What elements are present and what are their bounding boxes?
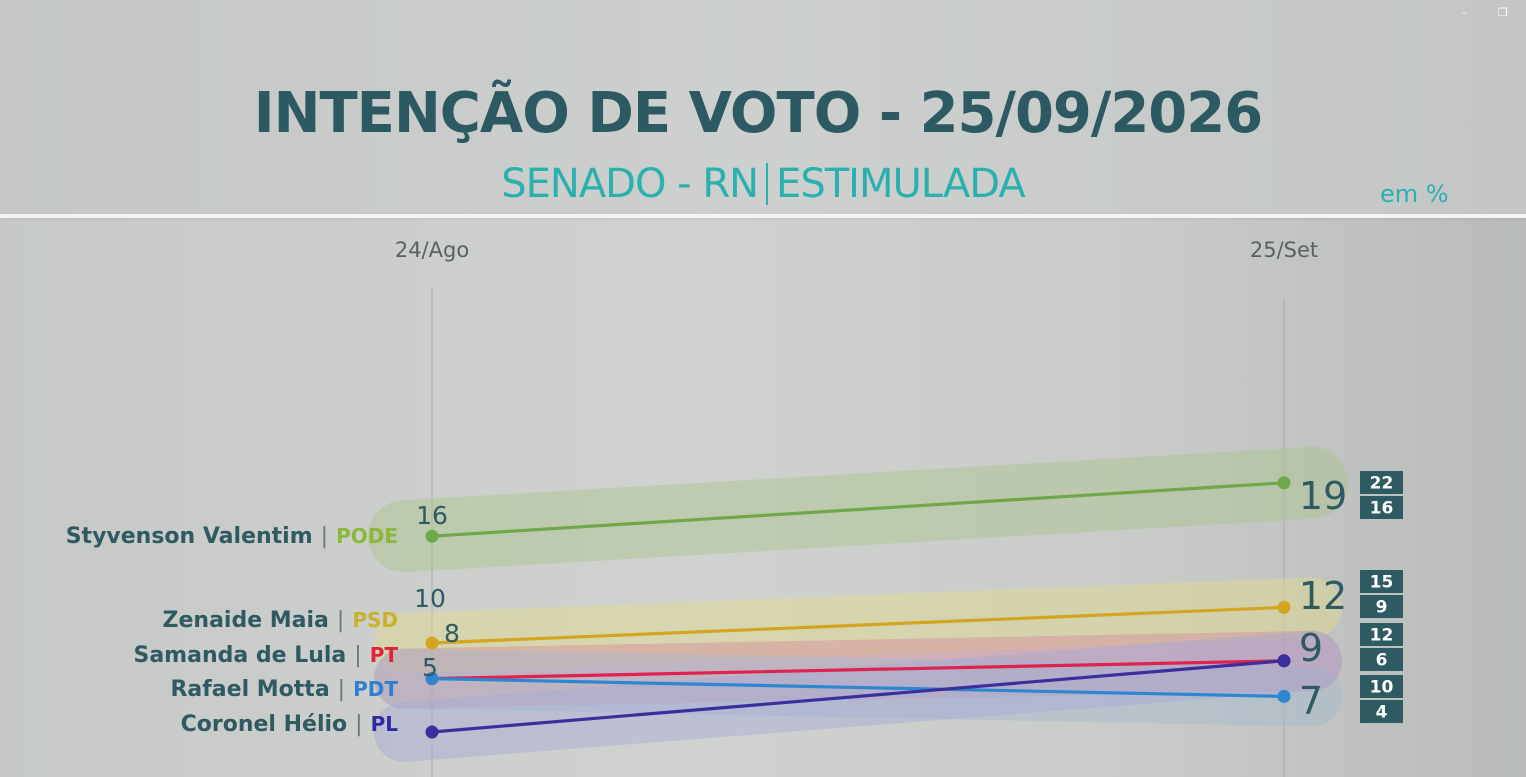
minimize-icon[interactable]: – [1462,6,1468,19]
data-label-start: 8 [444,619,460,648]
range-value: 4 [1376,703,1388,723]
range-value: 16 [1370,499,1394,519]
range-value: 12 [1370,626,1394,646]
subtitle-left: SENADO - RN [501,161,759,207]
data-point [425,636,439,650]
data-label-end: 9 [1299,626,1323,670]
candidate-party: PT [370,643,399,667]
candidate-label: Zenaide Maia | PSD [163,608,398,633]
data-label-start: 5 [422,653,438,682]
candidate-name: Coronel Hélio [181,712,348,737]
x-tick-label: 25/Set [1250,238,1318,262]
label-separator: | [338,677,345,702]
series-line [430,481,1286,538]
candidate-name: Styvenson Valentim [66,524,313,549]
range-value: 10 [1370,678,1394,698]
series-line [430,659,1286,734]
series-line [430,605,1286,645]
candidate-party: PODE [336,524,398,548]
candidate-name: Samanda de Lula [133,643,346,668]
data-label-start: 10 [414,584,446,613]
label-separator: | [355,712,362,737]
header-band [0,0,1526,216]
data-point [425,725,439,739]
candidate-name: Rafael Motta [170,677,329,702]
candidate-party: PSD [352,608,398,632]
data-label-start: 16 [416,501,448,530]
candidate-label: Styvenson Valentim | PODE [66,524,398,549]
data-point [1277,600,1291,614]
chart-title: INTENÇÃO DE VOTO - 25/09/2026 [253,81,1263,146]
range-box [1360,570,1403,593]
series-line [430,676,1286,699]
data-point [425,529,439,543]
label-separator: | [321,524,328,549]
range-value: 15 [1370,573,1394,593]
range-box [1360,623,1403,646]
range-box [1360,700,1403,723]
data-label-end: 19 [1299,474,1347,518]
range-box [1360,496,1403,519]
data-point [1277,476,1291,490]
data-point [1277,689,1291,703]
candidate-label: Rafael Motta | PDT [170,677,398,702]
candidate-name: Zenaide Maia [163,608,329,633]
data-point [1277,654,1291,668]
candidate-party: PL [371,712,399,736]
subtitle-separator [766,163,769,205]
data-label-end: 12 [1299,574,1347,618]
range-value: 6 [1376,651,1388,671]
range-box [1360,648,1403,671]
range-box [1360,675,1403,698]
range-value: 9 [1376,598,1388,618]
chart-subtitle: SENADO - RN ESTIMULADA [0,163,1526,205]
range-value: 22 [1370,474,1394,494]
unit-label: em % [1380,180,1449,208]
range-box [1360,471,1403,494]
header-divider [0,214,1526,218]
restore-icon[interactable]: ❐ [1498,6,1508,19]
label-separator: | [337,608,344,633]
candidate-party: PDT [353,677,398,701]
label-separator: | [354,643,361,668]
candidate-label: Samanda de Lula | PT [133,643,398,668]
x-tick-label: 24/Ago [395,238,469,262]
subtitle-right: ESTIMULADA [776,161,1026,207]
data-point [425,672,439,686]
data-label-end: 7 [1299,679,1323,723]
series-line [430,659,1286,681]
candidate-label: Coronel Hélio | PL [181,712,399,737]
range-box [1360,595,1403,618]
